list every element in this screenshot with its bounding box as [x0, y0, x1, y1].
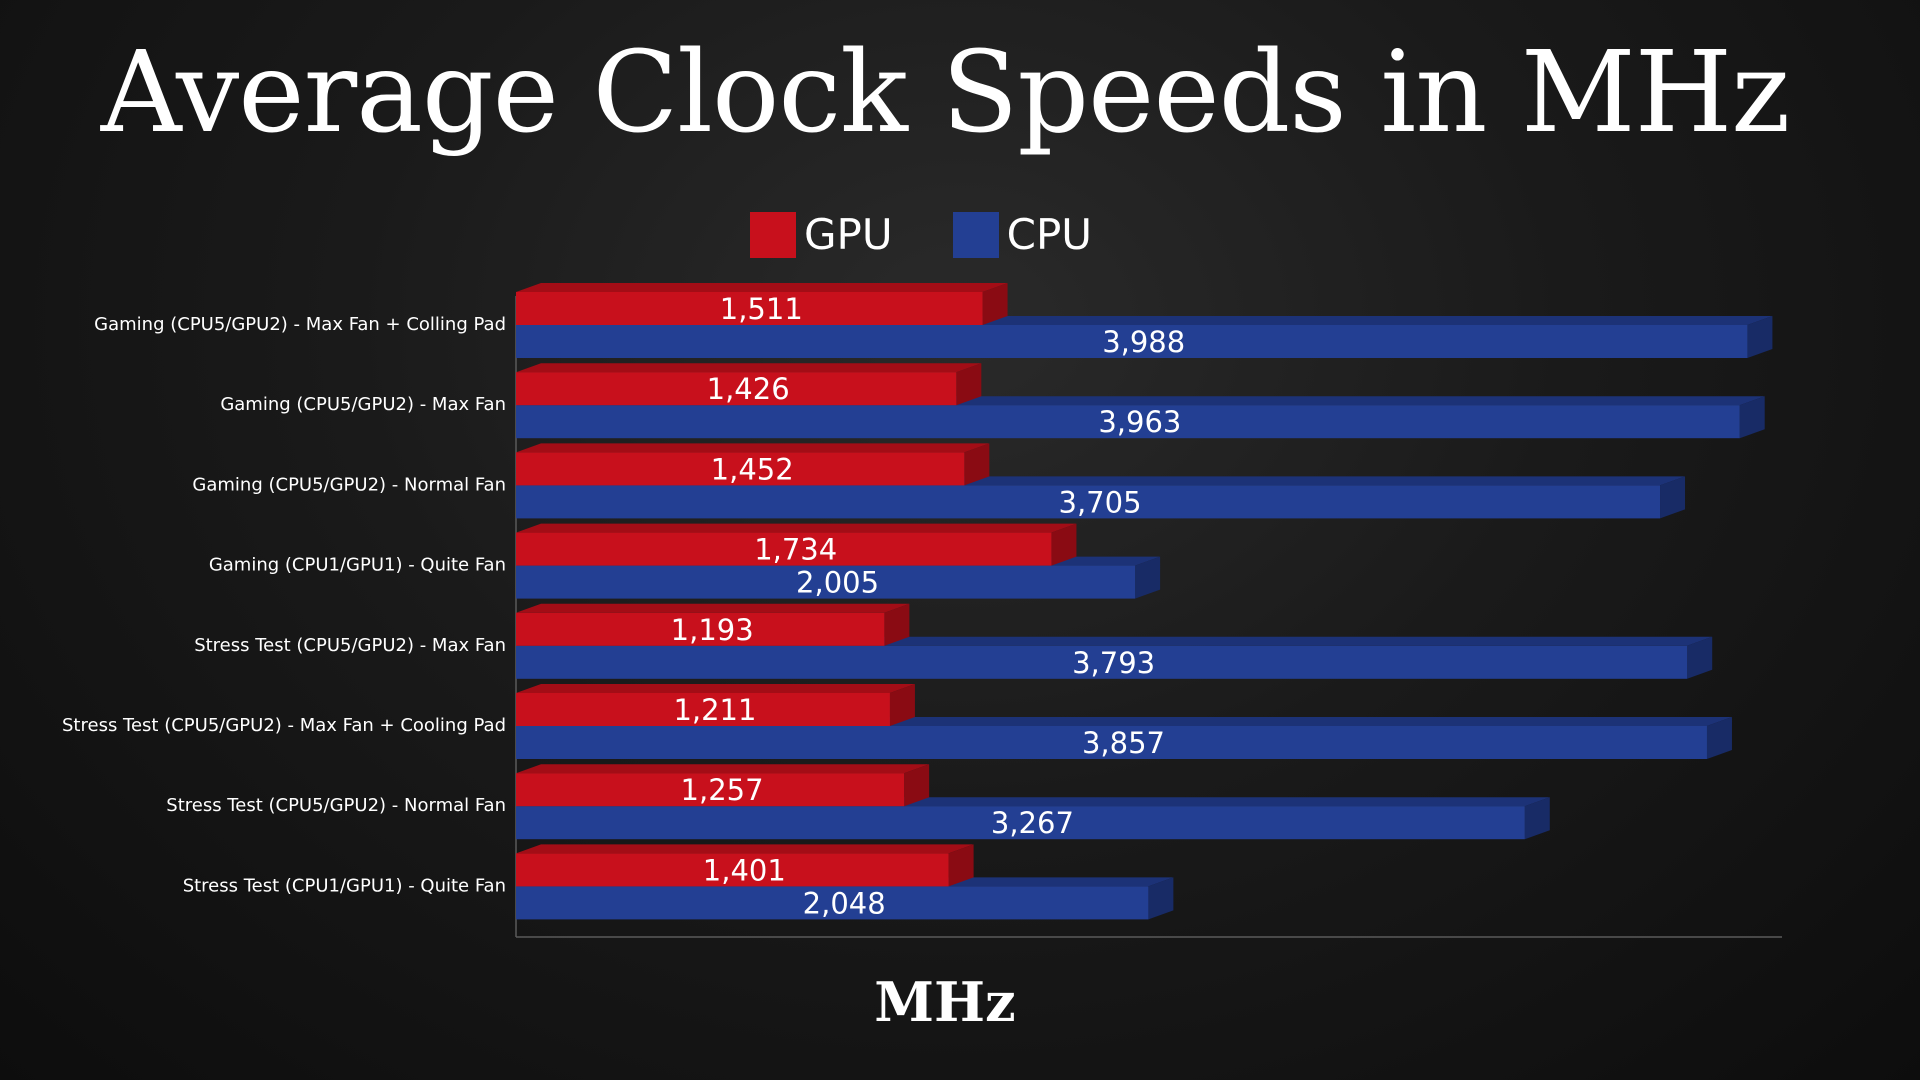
cpu-bar — [516, 726, 1707, 759]
cpu-bar-side — [1660, 476, 1686, 519]
category-label: Gaming (CPU1/GPU1) - Quite Fan — [209, 555, 506, 576]
gpu-bar — [516, 452, 965, 486]
category-label: Stress Test (CPU1/GPU1) - Quite Fan — [183, 875, 506, 896]
x-axis-title: MHz — [874, 970, 1016, 1034]
cpu-bar — [516, 485, 1661, 519]
gpu-bar — [516, 853, 949, 887]
gpu-bar-top — [516, 844, 974, 854]
gpu-bar — [516, 372, 957, 406]
cpu-bar-side — [1687, 636, 1713, 679]
gpu-bar — [516, 612, 885, 646]
category-label: Stress Test (CPU5/GPU2) - Max Fan + Cool… — [62, 715, 506, 736]
gpu-value-label: 1,734 — [754, 533, 837, 567]
legend-label-gpu: GPU — [804, 210, 893, 259]
category-label: Stress Test (CPU5/GPU2) - Normal Fan — [166, 795, 506, 816]
gpu-value-label: 1,426 — [707, 372, 790, 406]
cpu-bar-side — [1135, 556, 1161, 599]
gpu-bar-top — [516, 443, 990, 453]
gpu-bar — [516, 773, 905, 807]
cpu-bar — [516, 806, 1525, 840]
gpu-bar-top — [516, 523, 1077, 533]
gpu-value-label: 1,211 — [673, 693, 756, 727]
legend-label-cpu: CPU — [1006, 210, 1093, 259]
cpu-value-label: 3,857 — [1082, 726, 1165, 760]
gpu-value-label: 1,511 — [720, 292, 803, 326]
gpu-bar-side — [948, 844, 974, 887]
gpu-bar — [516, 292, 983, 325]
gpu-bar-side — [889, 684, 915, 726]
category-label: Gaming (CPU5/GPU2) - Max Fan — [220, 394, 506, 415]
cpu-bar-side — [1706, 717, 1732, 759]
gpu-bar-side — [1051, 523, 1077, 566]
cpu-bar-side — [1524, 797, 1550, 840]
chart-title: Average Clock Speeds in MHz — [100, 28, 1791, 158]
cpu-value-label: 2,048 — [803, 886, 886, 920]
legend-swatch-cpu — [952, 211, 999, 258]
cpu-value-label: 3,267 — [991, 806, 1074, 840]
cpu-bar-side — [1747, 316, 1773, 358]
gpu-bar-top — [516, 363, 982, 373]
gpu-value-label: 1,401 — [703, 853, 786, 887]
cpu-value-label: 3,963 — [1098, 405, 1181, 439]
gpu-bar — [516, 693, 890, 726]
gpu-value-label: 1,452 — [711, 452, 794, 486]
cpu-bar — [516, 325, 1748, 358]
cpu-bar — [516, 645, 1688, 679]
legend-item-cpu: CPU — [952, 210, 1093, 259]
legend-item-gpu: GPU — [750, 210, 893, 259]
gpu-bar-side — [982, 283, 1008, 325]
gpu-bar-top — [516, 283, 1008, 292]
gpu-value-label: 1,257 — [681, 773, 764, 807]
gpu-bar-side — [904, 764, 930, 807]
legend-swatch-gpu — [750, 211, 796, 258]
gpu-bar-top — [516, 684, 915, 693]
gpu-bar-side — [956, 363, 982, 406]
cpu-value-label: 2,005 — [796, 566, 879, 600]
gpu-bar — [516, 532, 1052, 566]
cpu-bar-side — [1148, 877, 1174, 920]
gpu-bar-top — [516, 603, 910, 613]
category-label: Stress Test (CPU5/GPU2) - Max Fan — [194, 635, 506, 656]
legend: GPU CPU — [750, 210, 1152, 259]
cpu-bar — [516, 405, 1740, 439]
category-label: Gaming (CPU5/GPU2) - Normal Fan — [192, 474, 506, 495]
cpu-value-label: 3,793 — [1072, 646, 1155, 680]
gpu-bar-side — [884, 603, 910, 646]
cpu-value-label: 3,988 — [1102, 325, 1185, 359]
gpu-bar-side — [964, 443, 990, 486]
cpu-value-label: 3,705 — [1059, 485, 1142, 519]
category-label: Gaming (CPU5/GPU2) - Max Fan + Colling P… — [94, 314, 506, 335]
cpu-bar — [516, 886, 1149, 920]
cpu-bar — [516, 565, 1136, 599]
cpu-bar-side — [1739, 396, 1765, 439]
gpu-value-label: 1,193 — [671, 613, 754, 647]
gpu-bar-top — [516, 764, 930, 774]
